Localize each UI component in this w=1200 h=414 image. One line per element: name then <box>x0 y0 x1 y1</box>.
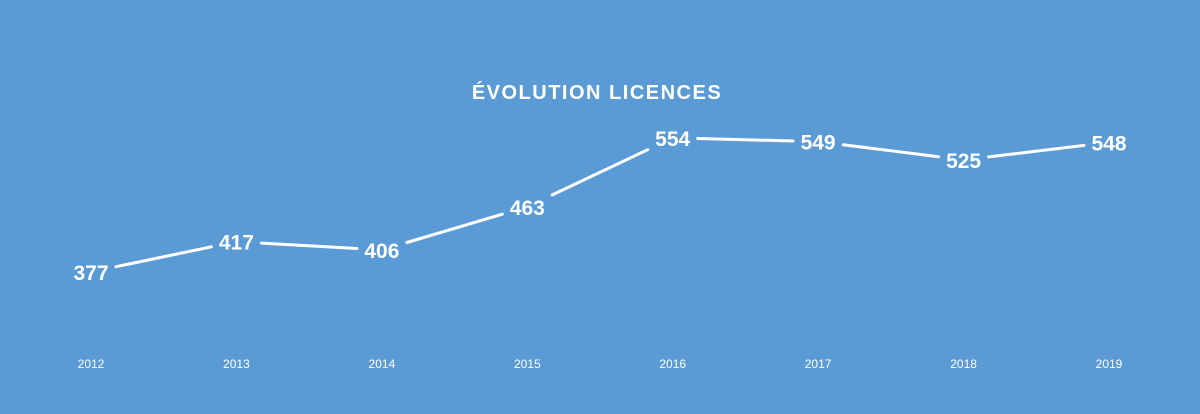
x-tick-label: 2015 <box>514 357 541 371</box>
data-label: 463 <box>510 197 545 220</box>
series-line-segment <box>259 241 359 250</box>
data-label: 525 <box>946 150 981 173</box>
x-tick-label: 2016 <box>659 357 686 371</box>
x-tick-label: 2012 <box>78 357 105 371</box>
x-axis: 2012 2013 2014 2015 2016 2017 2018 2019 <box>78 357 1123 371</box>
data-label-group: 377 417 406 463 554 549 525 548 <box>73 128 1126 285</box>
data-label: 548 <box>1091 132 1126 155</box>
series-line-segment <box>550 148 650 197</box>
data-label: 377 <box>73 262 108 285</box>
chart-title: ÉVOLUTION LICENCES <box>472 81 722 104</box>
x-tick-label: 2013 <box>223 357 250 371</box>
data-label: 417 <box>219 232 254 255</box>
x-tick-label: 2019 <box>1096 357 1123 371</box>
series-line-segment <box>114 245 213 269</box>
data-label: 554 <box>655 128 690 151</box>
x-tick-label: 2014 <box>369 357 396 371</box>
data-label: 406 <box>364 240 399 263</box>
series-line-group <box>114 137 1086 269</box>
x-tick-label: 2017 <box>805 357 832 371</box>
series-line-segment <box>405 212 504 244</box>
series-line-segment <box>987 143 1086 159</box>
data-label: 549 <box>801 132 836 155</box>
series-line-segment <box>696 137 795 143</box>
series-line-segment <box>841 143 941 159</box>
x-tick-label: 2018 <box>950 357 977 371</box>
